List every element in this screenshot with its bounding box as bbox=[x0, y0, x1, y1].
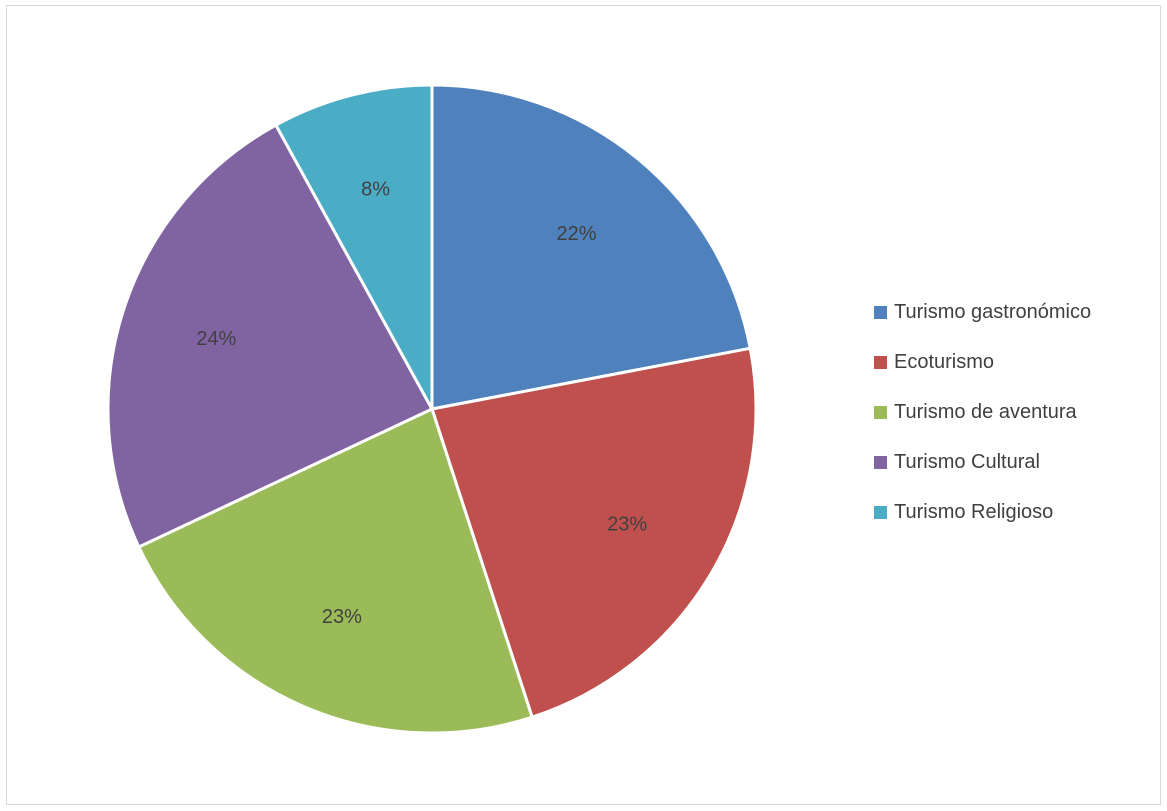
pie-data-labels: 22% 23% 23% 24% 8% bbox=[196, 178, 647, 628]
legend-label: Turismo gastronómico bbox=[894, 301, 1092, 323]
data-label-turismo-religioso: 8% bbox=[361, 178, 390, 200]
legend-item-turismo-gastronomico: Turismo gastronómico bbox=[874, 300, 1091, 325]
legend-swatch bbox=[874, 306, 887, 319]
data-label-turismo-de-aventura: 23% bbox=[322, 606, 362, 628]
legend-item-turismo-de-aventura: Turismo de aventura bbox=[874, 400, 1091, 425]
data-label-ecoturismo: 23% bbox=[607, 513, 647, 535]
pie-slice-turismo-de-aventura bbox=[137, 407, 534, 735]
legend-item-ecoturismo: Ecoturismo bbox=[874, 350, 1091, 375]
legend-swatch bbox=[874, 456, 887, 469]
legend-swatch bbox=[874, 356, 887, 369]
pie-slice-turismo-cultural bbox=[106, 123, 434, 549]
legend-label: Ecoturismo bbox=[894, 351, 995, 373]
pie-slice-turismo-gastronomico bbox=[430, 83, 752, 411]
data-label-turismo-gastronomico: 22% bbox=[557, 223, 597, 245]
legend-label: Turismo de aventura bbox=[894, 401, 1077, 423]
pie-slice-ecoturismo bbox=[430, 346, 758, 719]
legend-swatch bbox=[874, 406, 887, 419]
pie-slices bbox=[106, 83, 758, 735]
legend-label: Turismo Religioso bbox=[894, 501, 1054, 523]
legend-swatch bbox=[874, 506, 887, 519]
data-label-turismo-cultural: 24% bbox=[196, 328, 236, 350]
legend-label: Turismo Cultural bbox=[894, 451, 1040, 473]
pie-slice-turismo-religioso bbox=[274, 83, 434, 411]
chart-legend: Turismo gastronómico Ecoturismo Turismo de… bbox=[874, 300, 1091, 550]
legend-item-turismo-cultural: Turismo Cultural bbox=[874, 450, 1091, 475]
legend-item-turismo-religioso: Turismo Religioso bbox=[874, 500, 1091, 525]
